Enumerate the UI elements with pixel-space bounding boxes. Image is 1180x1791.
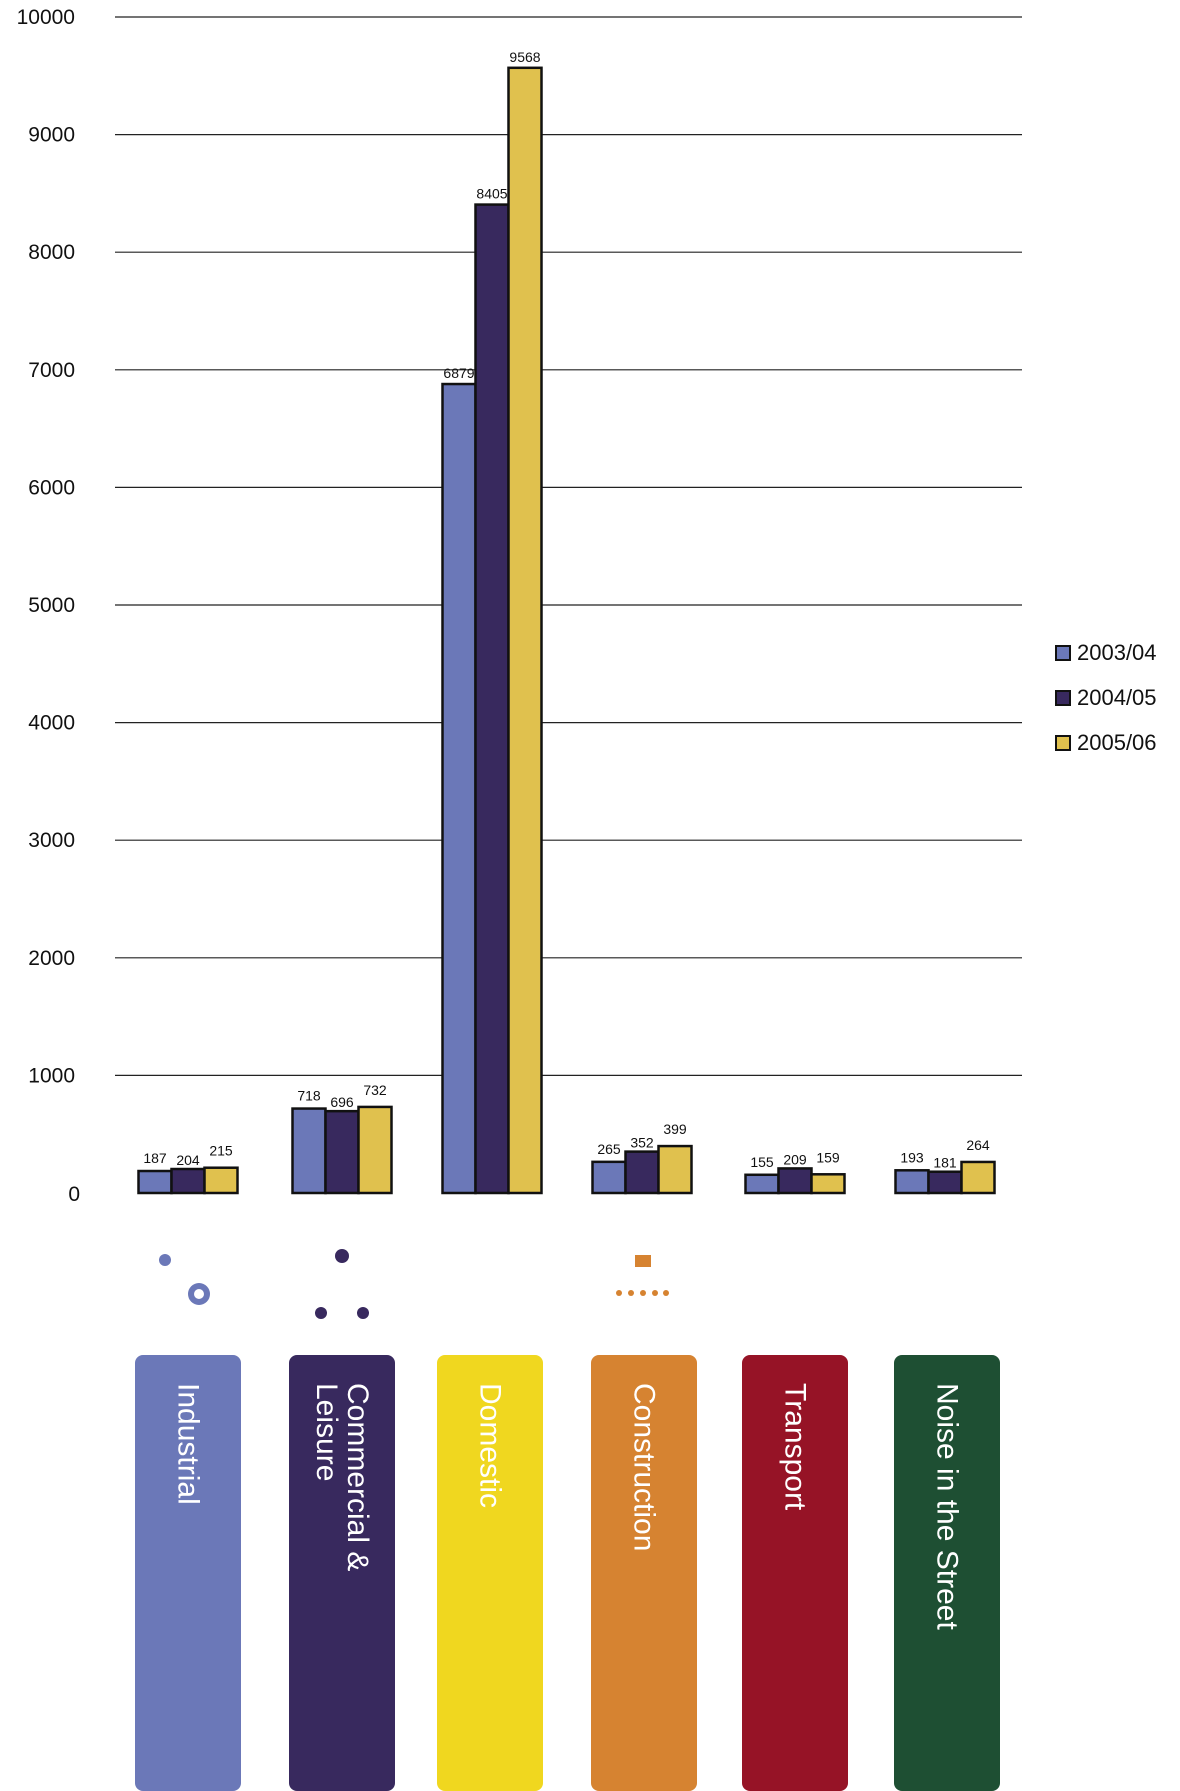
value-label: 8405 (476, 186, 507, 202)
noise-street-tile (894, 1230, 1000, 1336)
bar (744, 1173, 780, 1195)
bar (441, 382, 477, 1195)
value-label: 187 (143, 1150, 167, 1166)
y-tick-label: 1000 (28, 1064, 75, 1087)
bar (657, 1144, 693, 1195)
y-tick-label: 4000 (28, 712, 75, 735)
transport-tile (742, 1230, 848, 1336)
category-strip-domestic: Domestic (437, 1355, 543, 1791)
bar (137, 1169, 173, 1195)
y-tick-label: 0 (68, 1183, 80, 1206)
legend-label-2003-04: 2003/04 (1077, 639, 1157, 665)
bar (474, 203, 510, 1195)
y-tick-label: 2000 (28, 947, 75, 970)
category-strip-construction: Construction (591, 1355, 697, 1791)
y-tick-label: 9000 (28, 124, 75, 147)
domestic-tile (437, 1230, 543, 1336)
value-label: 718 (297, 1088, 321, 1104)
legend-swatch-2004-05 (1055, 689, 1071, 706)
category-strip-industrial: Industrial (135, 1355, 241, 1791)
bar (291, 1107, 327, 1195)
category-label-commercial: Commercial & Leisure (310, 1383, 374, 1572)
y-tick-label: 3000 (28, 829, 75, 852)
bar (324, 1109, 360, 1195)
bar (507, 66, 543, 1195)
bar (777, 1167, 813, 1195)
value-label: 215 (209, 1143, 233, 1159)
category-strip-commercial: Commercial & Leisure (289, 1355, 395, 1791)
value-label: 265 (597, 1141, 621, 1157)
bar (203, 1166, 239, 1195)
legend: 2003/04 2004/05 2005/06 (1055, 630, 1157, 765)
y-tick-label: 7000 (28, 359, 75, 382)
y-tick-label: 8000 (28, 241, 75, 264)
value-label: 399 (663, 1121, 687, 1137)
industrial-tile (135, 1230, 241, 1336)
value-label: 193 (900, 1149, 924, 1165)
person-icon (311, 1243, 373, 1323)
legend-item: 2005/06 (1055, 720, 1157, 765)
category-label-industrial: Industrial (171, 1383, 205, 1505)
value-label: 159 (816, 1149, 840, 1165)
value-label: 6879 (443, 365, 474, 381)
bulldozer-icon (609, 1250, 687, 1308)
bar (170, 1167, 206, 1195)
legend-label-2005-06: 2005/06 (1077, 729, 1157, 755)
value-label: 209 (783, 1151, 807, 1167)
bar (894, 1169, 930, 1195)
construction-tile (591, 1230, 697, 1336)
value-label: 732 (363, 1082, 387, 1098)
value-label: 9568 (509, 49, 540, 65)
category-label-noise-street: Noise in the Street (930, 1383, 964, 1630)
legend-swatch-2003-04 (1055, 644, 1071, 661)
legend-label-2004-05: 2004/05 (1077, 684, 1157, 710)
bar (810, 1173, 846, 1195)
bar (624, 1150, 660, 1195)
y-tick-label: 10000 (17, 6, 75, 29)
y-tick-label: 6000 (28, 476, 75, 499)
y-tick-label: 5000 (28, 594, 75, 617)
airplane-icon (750, 1239, 840, 1322)
value-label: 264 (966, 1137, 990, 1153)
category-strip-noise-street: Noise in the Street (894, 1355, 1000, 1791)
house-icon (455, 1246, 525, 1318)
speaker-icon (917, 1242, 977, 1324)
legend-item: 2004/05 (1055, 675, 1157, 720)
legend-item: 2003/04 (1055, 630, 1157, 675)
category-label-construction: Construction (627, 1383, 661, 1552)
commercial-tile (289, 1230, 395, 1336)
value-label: 155 (750, 1154, 774, 1170)
value-label: 696 (330, 1094, 354, 1110)
bar (927, 1170, 963, 1195)
value-label: 204 (176, 1152, 200, 1168)
bar (357, 1105, 393, 1195)
value-label: 352 (630, 1135, 654, 1151)
category-label-transport: Transport (778, 1383, 812, 1511)
gears-icon (145, 1240, 230, 1325)
legend-swatch-2005-06 (1055, 734, 1071, 751)
bar (960, 1160, 996, 1195)
category-strip-transport: Transport (742, 1355, 848, 1791)
bar (591, 1160, 627, 1195)
category-label-domestic: Domestic (473, 1383, 507, 1509)
value-label: 181 (933, 1155, 957, 1171)
